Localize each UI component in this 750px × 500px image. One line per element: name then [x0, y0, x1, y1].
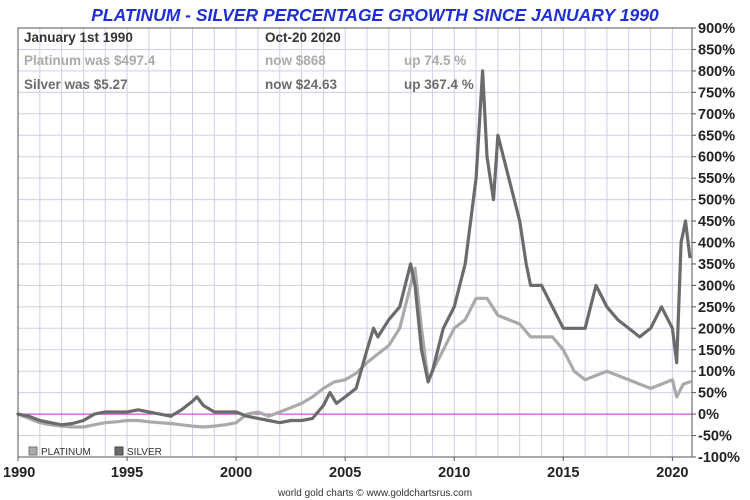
x-tick-label: 2010 [438, 465, 470, 481]
y-tick-label: 600% [698, 150, 735, 166]
y-tick-label: 100% [698, 364, 735, 380]
x-tick-label: 1995 [111, 465, 143, 481]
y-tick-label: 450% [698, 214, 735, 230]
x-tick-label: 1990 [3, 465, 35, 481]
y-tick-label: 500% [698, 193, 735, 209]
y-tick-label: 150% [698, 343, 735, 359]
x-tick-label: 2005 [329, 465, 361, 481]
y-tick-label: 650% [698, 128, 735, 144]
legend-silver-swatch [114, 446, 124, 456]
legend-silver-label: SILVER [127, 447, 162, 458]
info-header-left: January 1st 1990 [24, 30, 133, 45]
info-silver-now: now $24.63 [265, 77, 338, 92]
x-axis-ticks: 1990 1995 2000 2005 2010 2015 2020 [3, 457, 689, 481]
y-tick-label: 700% [698, 107, 735, 123]
series-layer [16, 69, 692, 429]
info-platinum-was: Platinum was $497.4 [24, 53, 156, 68]
y-tick-label: 750% [698, 85, 735, 101]
y-tick-label: 50% [698, 386, 727, 402]
info-platinum-up: up 74.5 % [404, 53, 466, 68]
y-tick-label: 850% [698, 42, 735, 58]
y-tick-label: 900% [698, 21, 735, 37]
x-tick-label: 2000 [220, 465, 252, 481]
info-silver-up: up 367.4 % [404, 77, 474, 92]
grid [17, 27, 692, 458]
y-tick-label: 800% [698, 64, 735, 80]
y-axis-ticks: 900% 850% 800% 750% 700% 650% 600% 550% 500% 450%… [692, 21, 740, 466]
y-tick-label: 400% [698, 236, 735, 252]
series-line-platinum [16, 266, 692, 429]
x-tick-label: 2020 [656, 465, 688, 481]
legend-platinum-swatch [28, 446, 38, 456]
y-tick-label: -100% [698, 450, 740, 466]
footer-credit: world gold charts © www.goldchartsrus.co… [277, 488, 472, 499]
chart-title: PLATINUM - SILVER PERCENTAGE GROWTH SINC… [91, 5, 659, 25]
legend-platinum-label: PLATINUM [41, 447, 91, 458]
y-tick-label: 300% [698, 278, 735, 294]
y-tick-label: -50% [698, 429, 732, 445]
legend: PLATINUM SILVER [28, 446, 162, 458]
series-line-silver [16, 69, 692, 427]
x-tick-label: 2015 [547, 465, 579, 481]
info-platinum-now: now $868 [265, 53, 326, 68]
info-header-right: Oct-20 2020 [265, 30, 341, 45]
info-box: January 1st 1990 Oct-20 2020 Platinum wa… [24, 30, 474, 92]
y-tick-label: 200% [698, 321, 735, 337]
info-silver-was: Silver was $5.27 [24, 77, 128, 92]
y-tick-label: 550% [698, 171, 735, 187]
y-tick-label: 350% [698, 257, 735, 273]
y-tick-label: 0% [698, 407, 719, 423]
y-tick-label: 250% [698, 300, 735, 316]
